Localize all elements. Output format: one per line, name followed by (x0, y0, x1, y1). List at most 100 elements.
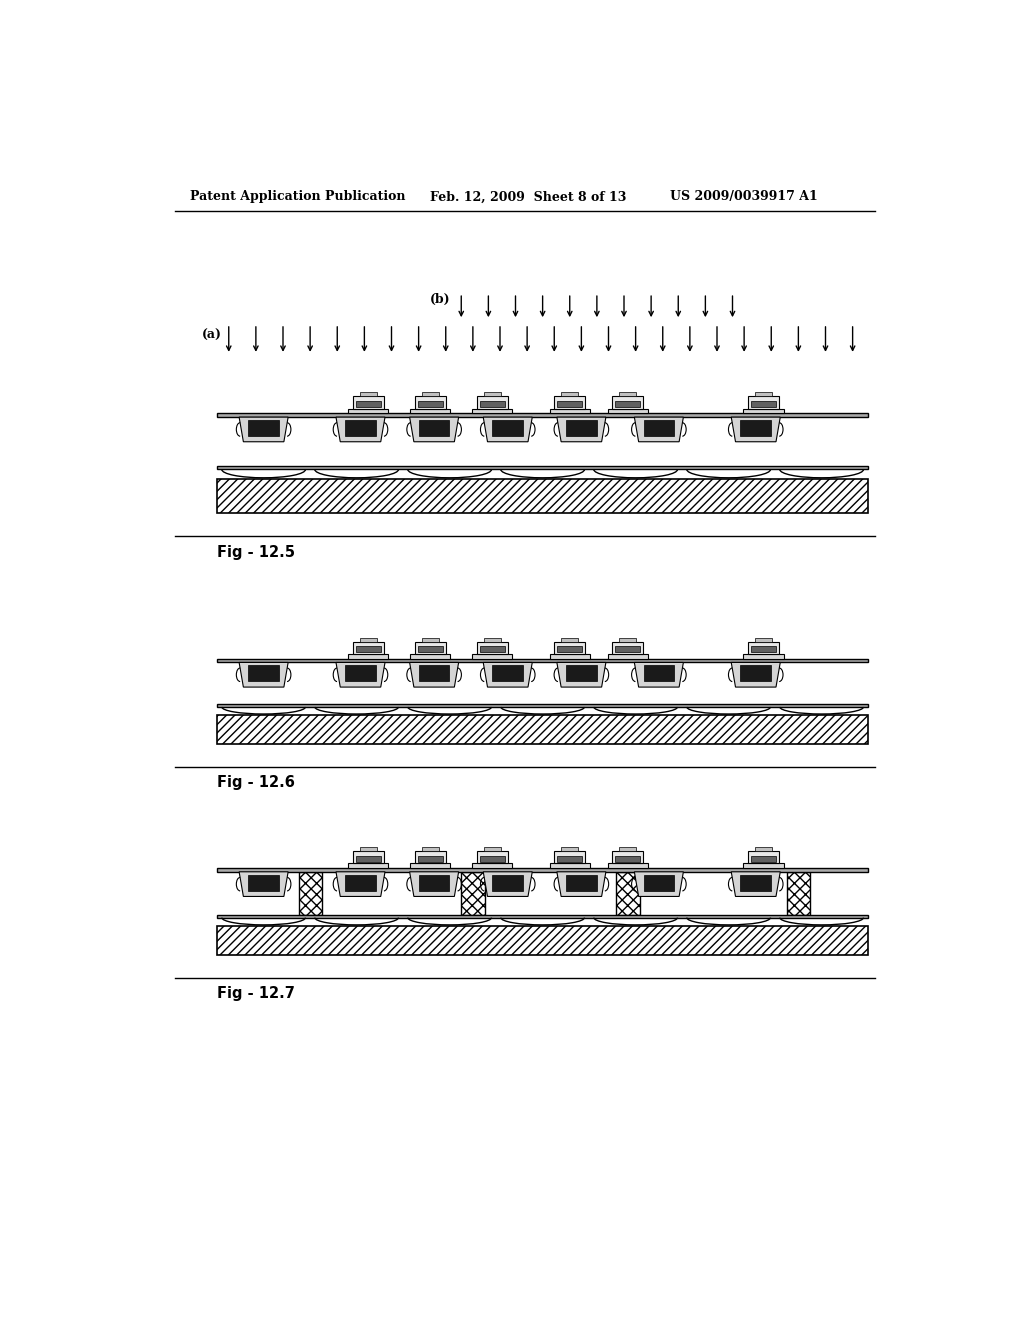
Bar (477, 642, 508, 653)
Bar (557, 855, 583, 862)
Bar (620, 392, 636, 396)
Polygon shape (240, 663, 288, 688)
Bar (743, 409, 783, 413)
Bar (612, 396, 643, 409)
Polygon shape (248, 875, 279, 891)
Text: Fig - 12.7: Fig - 12.7 (217, 986, 295, 1002)
Bar (755, 392, 772, 396)
Bar (422, 847, 438, 851)
Bar (480, 647, 505, 652)
Bar (477, 396, 508, 409)
Bar (415, 642, 445, 653)
Bar (422, 638, 438, 642)
Bar (217, 915, 868, 917)
Polygon shape (240, 417, 288, 442)
Polygon shape (634, 417, 683, 442)
Bar (418, 855, 442, 862)
Bar (472, 653, 512, 659)
Bar (561, 392, 579, 396)
Bar (217, 704, 868, 708)
Bar (477, 851, 508, 863)
Bar (550, 653, 590, 659)
Bar (748, 396, 779, 409)
Bar (352, 396, 384, 409)
Bar (561, 847, 579, 851)
Text: Fig - 12.5: Fig - 12.5 (217, 545, 295, 560)
Bar (217, 479, 868, 512)
Bar (359, 638, 377, 642)
Bar (217, 925, 868, 956)
Polygon shape (483, 663, 532, 688)
Bar (480, 401, 505, 407)
Text: Fig - 12.6: Fig - 12.6 (217, 775, 295, 789)
Polygon shape (240, 871, 288, 896)
Polygon shape (566, 665, 597, 681)
Bar (751, 855, 776, 862)
Bar (620, 638, 636, 642)
Polygon shape (643, 420, 674, 436)
Bar (422, 392, 438, 396)
Polygon shape (493, 665, 523, 681)
Bar (743, 653, 783, 659)
Bar (743, 863, 783, 869)
Polygon shape (483, 417, 532, 442)
Bar (483, 392, 501, 396)
Polygon shape (634, 871, 683, 896)
Bar (748, 851, 779, 863)
Bar (748, 642, 779, 653)
Polygon shape (336, 663, 385, 688)
Polygon shape (557, 871, 606, 896)
Polygon shape (410, 417, 459, 442)
Polygon shape (566, 875, 597, 891)
Polygon shape (345, 875, 376, 891)
Polygon shape (557, 663, 606, 688)
Bar (755, 638, 772, 642)
Bar (751, 647, 776, 652)
Bar (356, 401, 381, 407)
Bar (472, 409, 512, 413)
Bar (557, 401, 583, 407)
Bar (359, 847, 377, 851)
Polygon shape (410, 871, 459, 896)
Bar (348, 863, 388, 869)
Bar (352, 851, 384, 863)
Polygon shape (345, 665, 376, 681)
Bar (554, 851, 586, 863)
Bar (480, 855, 505, 862)
Bar (217, 715, 868, 743)
Bar (410, 409, 451, 413)
Text: (b): (b) (430, 293, 451, 306)
Bar (615, 401, 640, 407)
Text: Patent Application Publication: Patent Application Publication (190, 190, 406, 203)
Bar (554, 642, 586, 653)
Polygon shape (731, 871, 780, 896)
Polygon shape (419, 420, 450, 436)
Bar (415, 851, 445, 863)
Bar (352, 642, 384, 653)
Polygon shape (643, 665, 674, 681)
Text: Feb. 12, 2009  Sheet 8 of 13: Feb. 12, 2009 Sheet 8 of 13 (430, 190, 627, 203)
Bar (483, 847, 501, 851)
Polygon shape (345, 420, 376, 436)
Polygon shape (336, 417, 385, 442)
Bar (483, 638, 501, 642)
Bar (418, 401, 442, 407)
Bar (217, 659, 868, 663)
Polygon shape (634, 663, 683, 688)
Bar (472, 863, 512, 869)
Bar (550, 863, 590, 869)
Bar (217, 413, 868, 417)
Bar (607, 863, 648, 869)
Bar (612, 851, 643, 863)
Text: US 2009/0039917 A1: US 2009/0039917 A1 (671, 190, 818, 203)
Polygon shape (740, 420, 771, 436)
Bar (461, 871, 484, 915)
Bar (550, 409, 590, 413)
Bar (217, 466, 868, 470)
Bar (348, 409, 388, 413)
Bar (359, 392, 377, 396)
Bar (410, 653, 451, 659)
Bar (786, 871, 810, 915)
Polygon shape (419, 665, 450, 681)
Bar (615, 647, 640, 652)
